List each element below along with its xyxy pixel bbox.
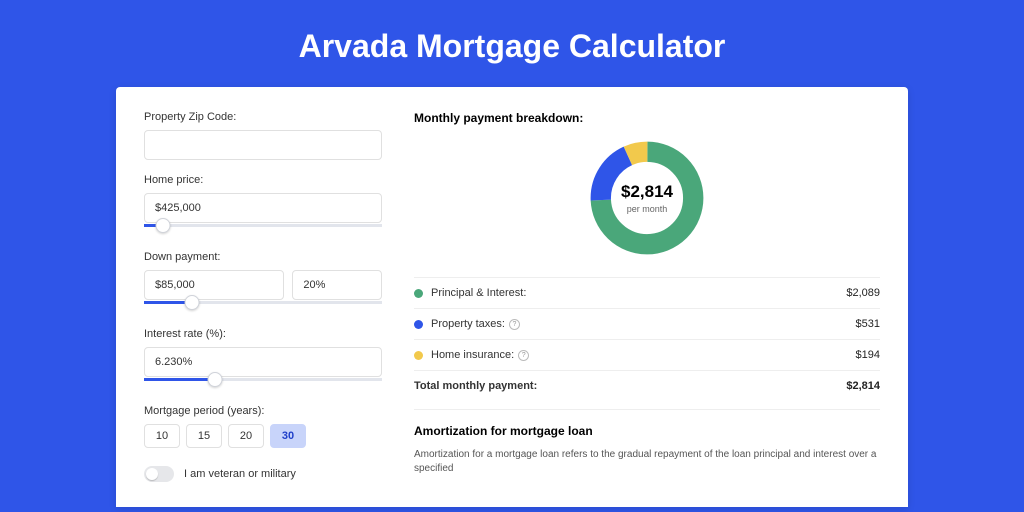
legend-label: Property taxes:? — [431, 318, 856, 330]
interest-slider-fill — [144, 378, 215, 381]
home-price-input[interactable] — [144, 193, 382, 223]
down-payment-slider[interactable] — [144, 298, 382, 314]
results-panel: Monthly payment breakdown: $2,814 per mo… — [414, 111, 880, 507]
legend-row-2: Home insurance:?$194 — [414, 340, 880, 371]
home-price-slider-thumb[interactable] — [156, 218, 171, 233]
zip-input[interactable] — [144, 130, 382, 160]
down-payment-percent-input[interactable] — [292, 270, 382, 300]
legend-total-label: Total monthly payment: — [414, 380, 846, 392]
donut-chart: $2,814 per month — [414, 137, 880, 259]
interest-input[interactable] — [144, 347, 382, 377]
calculator-card: Property Zip Code: Home price: Down paym… — [116, 87, 908, 507]
legend-dot — [414, 320, 423, 329]
home-price-field: Home price: — [144, 174, 382, 237]
amortization-section: Amortization for mortgage loan Amortizat… — [414, 409, 880, 476]
legend-row-1: Property taxes:?$531 — [414, 309, 880, 340]
period-field: Mortgage period (years): 10152030 — [144, 405, 382, 448]
veteran-label: I am veteran or military — [184, 468, 296, 480]
donut-total: $2,814 — [621, 182, 673, 202]
donut-sub: per month — [627, 204, 668, 214]
zip-field: Property Zip Code: — [144, 111, 382, 160]
amortization-text: Amortization for a mortgage loan refers … — [414, 448, 880, 476]
info-icon[interactable]: ? — [518, 350, 529, 361]
period-button-20[interactable]: 20 — [228, 424, 264, 448]
period-button-30[interactable]: 30 — [270, 424, 306, 448]
interest-field: Interest rate (%): — [144, 328, 382, 391]
home-price-label: Home price: — [144, 174, 382, 186]
legend-value: $194 — [856, 349, 880, 361]
down-payment-amount-input[interactable] — [144, 270, 284, 300]
legend-value: $2,089 — [846, 287, 880, 299]
info-icon[interactable]: ? — [509, 319, 520, 330]
inputs-panel: Property Zip Code: Home price: Down paym… — [144, 111, 382, 507]
legend-value: $531 — [856, 318, 880, 330]
legend-label: Principal & Interest: — [431, 287, 846, 299]
breakdown-legend: Principal & Interest:$2,089Property taxe… — [414, 277, 880, 401]
period-button-10[interactable]: 10 — [144, 424, 180, 448]
period-label: Mortgage period (years): — [144, 405, 382, 417]
legend-dot — [414, 289, 423, 298]
period-button-15[interactable]: 15 — [186, 424, 222, 448]
veteran-row: I am veteran or military — [144, 466, 382, 482]
legend-dot — [414, 351, 423, 360]
down-payment-slider-thumb[interactable] — [184, 295, 199, 310]
period-buttons: 10152030 — [144, 424, 382, 448]
interest-slider[interactable] — [144, 375, 382, 391]
legend-total-value: $2,814 — [846, 380, 880, 392]
down-payment-field: Down payment: — [144, 251, 382, 314]
zip-label: Property Zip Code: — [144, 111, 382, 123]
interest-label: Interest rate (%): — [144, 328, 382, 340]
legend-row-0: Principal & Interest:$2,089 — [414, 278, 880, 309]
page-title: Arvada Mortgage Calculator — [0, 0, 1024, 87]
legend-label: Home insurance:? — [431, 349, 856, 361]
interest-slider-thumb[interactable] — [208, 372, 223, 387]
legend-total-row: Total monthly payment:$2,814 — [414, 371, 880, 401]
veteran-toggle[interactable] — [144, 466, 174, 482]
home-price-slider[interactable] — [144, 221, 382, 237]
down-payment-label: Down payment: — [144, 251, 382, 263]
amortization-title: Amortization for mortgage loan — [414, 424, 880, 438]
breakdown-title: Monthly payment breakdown: — [414, 111, 880, 125]
